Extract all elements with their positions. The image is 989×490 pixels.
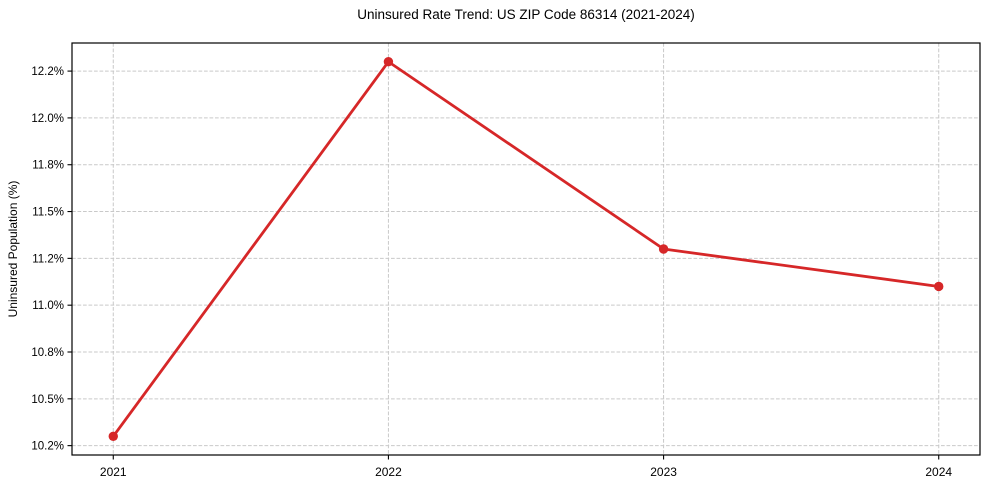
y-tick-label: 11.2% <box>32 253 64 265</box>
trend-line <box>111 60 941 438</box>
y-tick-label: 10.8% <box>31 347 64 359</box>
y-tick-label: 11.0% <box>32 300 64 312</box>
y-tick-label: 12.0% <box>31 113 64 125</box>
x-tick-label: 2022 <box>375 465 402 479</box>
plot-border <box>71 42 981 456</box>
x-tick-label: 2024 <box>925 465 952 479</box>
data-point-marker <box>108 431 118 441</box>
data-point-marker <box>658 244 669 254</box>
x-tick-label: 2023 <box>650 465 677 479</box>
y-tick-label: 10.2% <box>31 441 64 453</box>
y-tick-label: 11.8% <box>32 160 64 172</box>
chart-title: Uninsured Rate Trend: US ZIP Code 86314 … <box>357 7 695 22</box>
y-tick-label: 10.5% <box>31 394 64 406</box>
x-tick-label: 2021 <box>100 465 127 479</box>
data-point-marker <box>383 57 394 67</box>
y-tick-label: 11.5% <box>32 207 64 219</box>
y-tick-label: 12.2% <box>31 66 64 78</box>
data-point-marker <box>934 281 944 292</box>
